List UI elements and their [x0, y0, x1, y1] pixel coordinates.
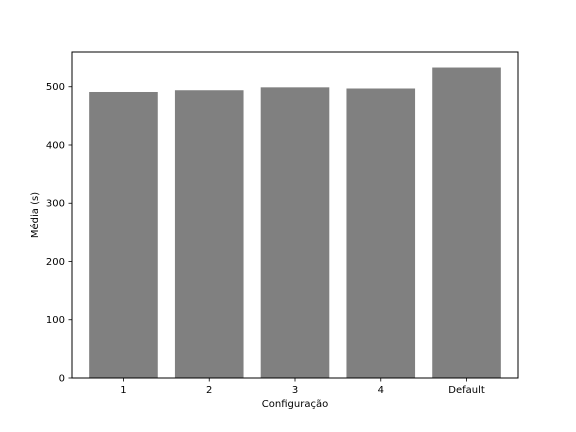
bar-default: [432, 67, 501, 379]
x-tick-label: Default: [448, 385, 485, 396]
x-axis-ticks: 1 2 3 4 Default: [120, 378, 485, 396]
y-axis-label: Média (s): [29, 192, 41, 238]
y-tick-label: 200: [46, 257, 65, 268]
y-tick-label: 500: [46, 82, 65, 93]
plot-frame: [71, 51, 519, 379]
x-tick-label: 1: [120, 385, 126, 396]
x-tick-label: 2: [206, 385, 212, 396]
y-tick-label: 400: [46, 140, 65, 151]
x-axis-label: Configuração: [262, 399, 328, 410]
bar-1: [89, 91, 158, 378]
x-tick-label: 4: [378, 385, 384, 396]
bars-group: [89, 67, 501, 379]
y-axis-ticks: 0 100 200 300 400 500: [46, 82, 72, 385]
bar-3: [260, 87, 330, 379]
y-tick-label: 0: [59, 374, 65, 385]
x-tick-label: 3: [292, 385, 298, 396]
bar-4: [346, 88, 416, 379]
y-tick-label: 100: [46, 315, 65, 326]
bar-2: [174, 90, 244, 378]
y-tick-label: 300: [46, 199, 65, 210]
